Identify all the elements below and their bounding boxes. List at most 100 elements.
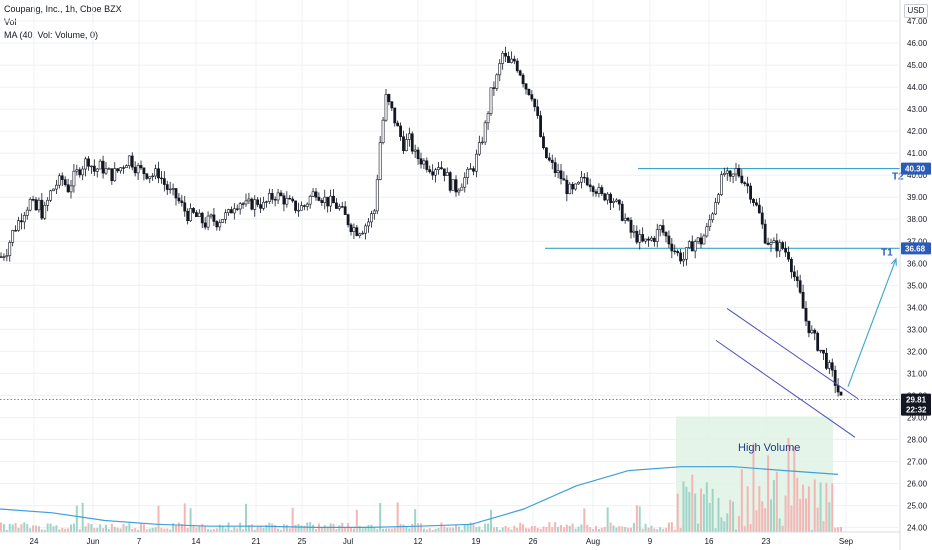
candle-body xyxy=(612,201,615,203)
volume-bar xyxy=(603,526,606,532)
candle-body xyxy=(620,203,624,221)
volume-bar xyxy=(548,522,551,532)
annotations: High Volume xyxy=(738,442,800,454)
volume-bar xyxy=(688,492,691,532)
volume-bar xyxy=(778,518,781,532)
candle-body xyxy=(168,188,172,191)
candle-body xyxy=(667,235,671,245)
volume-bar xyxy=(533,525,536,532)
time-axis: 24 Jun 7 14 21 25 Jul 12 19 26 Aug 9 16 23 Sep xyxy=(0,531,900,546)
target-badge-text: 40.30 xyxy=(905,165,926,174)
volume-bar xyxy=(373,527,376,532)
grid-lines xyxy=(0,0,898,532)
legend-title: Coupang, Inc., 1h, Cboe BZX xyxy=(4,4,122,14)
volume-bar xyxy=(557,526,560,532)
candle-body xyxy=(720,174,723,195)
volume-bar xyxy=(227,522,230,532)
candle-body xyxy=(661,225,665,233)
candle-body xyxy=(361,232,365,235)
volume-bar xyxy=(396,502,399,532)
y-tick-label: 29.00 xyxy=(907,413,928,422)
candle-body xyxy=(530,94,534,100)
candle-body xyxy=(574,183,577,190)
volume-bar xyxy=(2,523,5,532)
volume-bar xyxy=(796,477,799,532)
candle-body xyxy=(192,208,195,213)
y-tick-label: 26.00 xyxy=(907,480,928,489)
candle-body xyxy=(393,107,397,124)
candle-body xyxy=(358,233,362,236)
volume-bar xyxy=(350,526,352,532)
volume-bar xyxy=(259,525,262,532)
candle-body xyxy=(451,179,455,191)
candle-body xyxy=(288,197,292,200)
candle-body xyxy=(63,179,67,185)
volume-bar xyxy=(565,524,568,532)
volume-ma-path xyxy=(0,466,839,528)
candle-body xyxy=(95,168,99,172)
candle-body xyxy=(472,168,475,172)
candle-body xyxy=(486,113,490,124)
candle-body xyxy=(609,193,612,203)
volume-bar xyxy=(268,522,271,532)
candle-body xyxy=(133,166,137,174)
candle-body xyxy=(562,178,566,181)
candle-body xyxy=(186,210,190,222)
descending-channel xyxy=(715,308,859,438)
y-tick-label: 36.00 xyxy=(907,259,928,268)
volume-bar xyxy=(195,527,198,532)
candle-body xyxy=(104,168,108,174)
volume-bar xyxy=(183,503,186,532)
candle-body xyxy=(402,136,405,152)
volume-bar xyxy=(280,529,282,532)
candle-body xyxy=(127,155,131,166)
volume-bar xyxy=(618,526,621,532)
volume-bar xyxy=(443,526,446,532)
volume-bar xyxy=(186,528,189,532)
volume-bar xyxy=(14,522,17,532)
candle-body xyxy=(416,149,420,160)
candle-body xyxy=(825,352,828,369)
candle-body xyxy=(431,171,435,176)
volume-bar xyxy=(61,528,64,532)
candle-body xyxy=(495,74,499,89)
candle-body xyxy=(434,169,437,176)
volume-bar xyxy=(256,526,259,532)
candle-body xyxy=(836,385,840,393)
volume-bar xyxy=(577,526,580,532)
candle-body xyxy=(116,168,120,172)
candle-body xyxy=(492,87,496,89)
y-tick-label: 44.00 xyxy=(907,83,928,92)
candle-body xyxy=(489,87,493,114)
candle-body xyxy=(174,188,178,199)
volume-bar xyxy=(131,528,134,532)
volume-bar xyxy=(382,528,385,532)
y-tick-label: 41.00 xyxy=(907,149,928,158)
volume-bar xyxy=(0,522,2,532)
volume-bar xyxy=(46,523,49,532)
volume-bar xyxy=(157,505,160,532)
volume-bar xyxy=(233,527,236,532)
candle-body xyxy=(300,205,303,211)
volume-bar xyxy=(828,502,831,532)
candle-body xyxy=(253,199,257,210)
volume-bar xyxy=(75,505,78,532)
candle-body xyxy=(419,158,423,165)
currency-badge[interactable]: USD xyxy=(904,4,928,18)
candle-body xyxy=(775,240,779,252)
volume-bar xyxy=(128,523,131,532)
candle-body xyxy=(507,55,510,63)
volume-bar xyxy=(387,528,390,532)
volume-bar xyxy=(245,503,247,532)
candle-body xyxy=(390,101,394,109)
y-tick-label: 46.00 xyxy=(907,39,928,48)
candle-body xyxy=(355,227,359,236)
candle-body xyxy=(527,88,531,95)
volume-bar xyxy=(606,507,609,532)
volume-bar xyxy=(175,525,177,532)
candle-body xyxy=(87,158,90,167)
candle-body xyxy=(14,230,17,232)
volume-bar xyxy=(40,529,43,532)
y-tick-label: 24.00 xyxy=(907,524,928,533)
